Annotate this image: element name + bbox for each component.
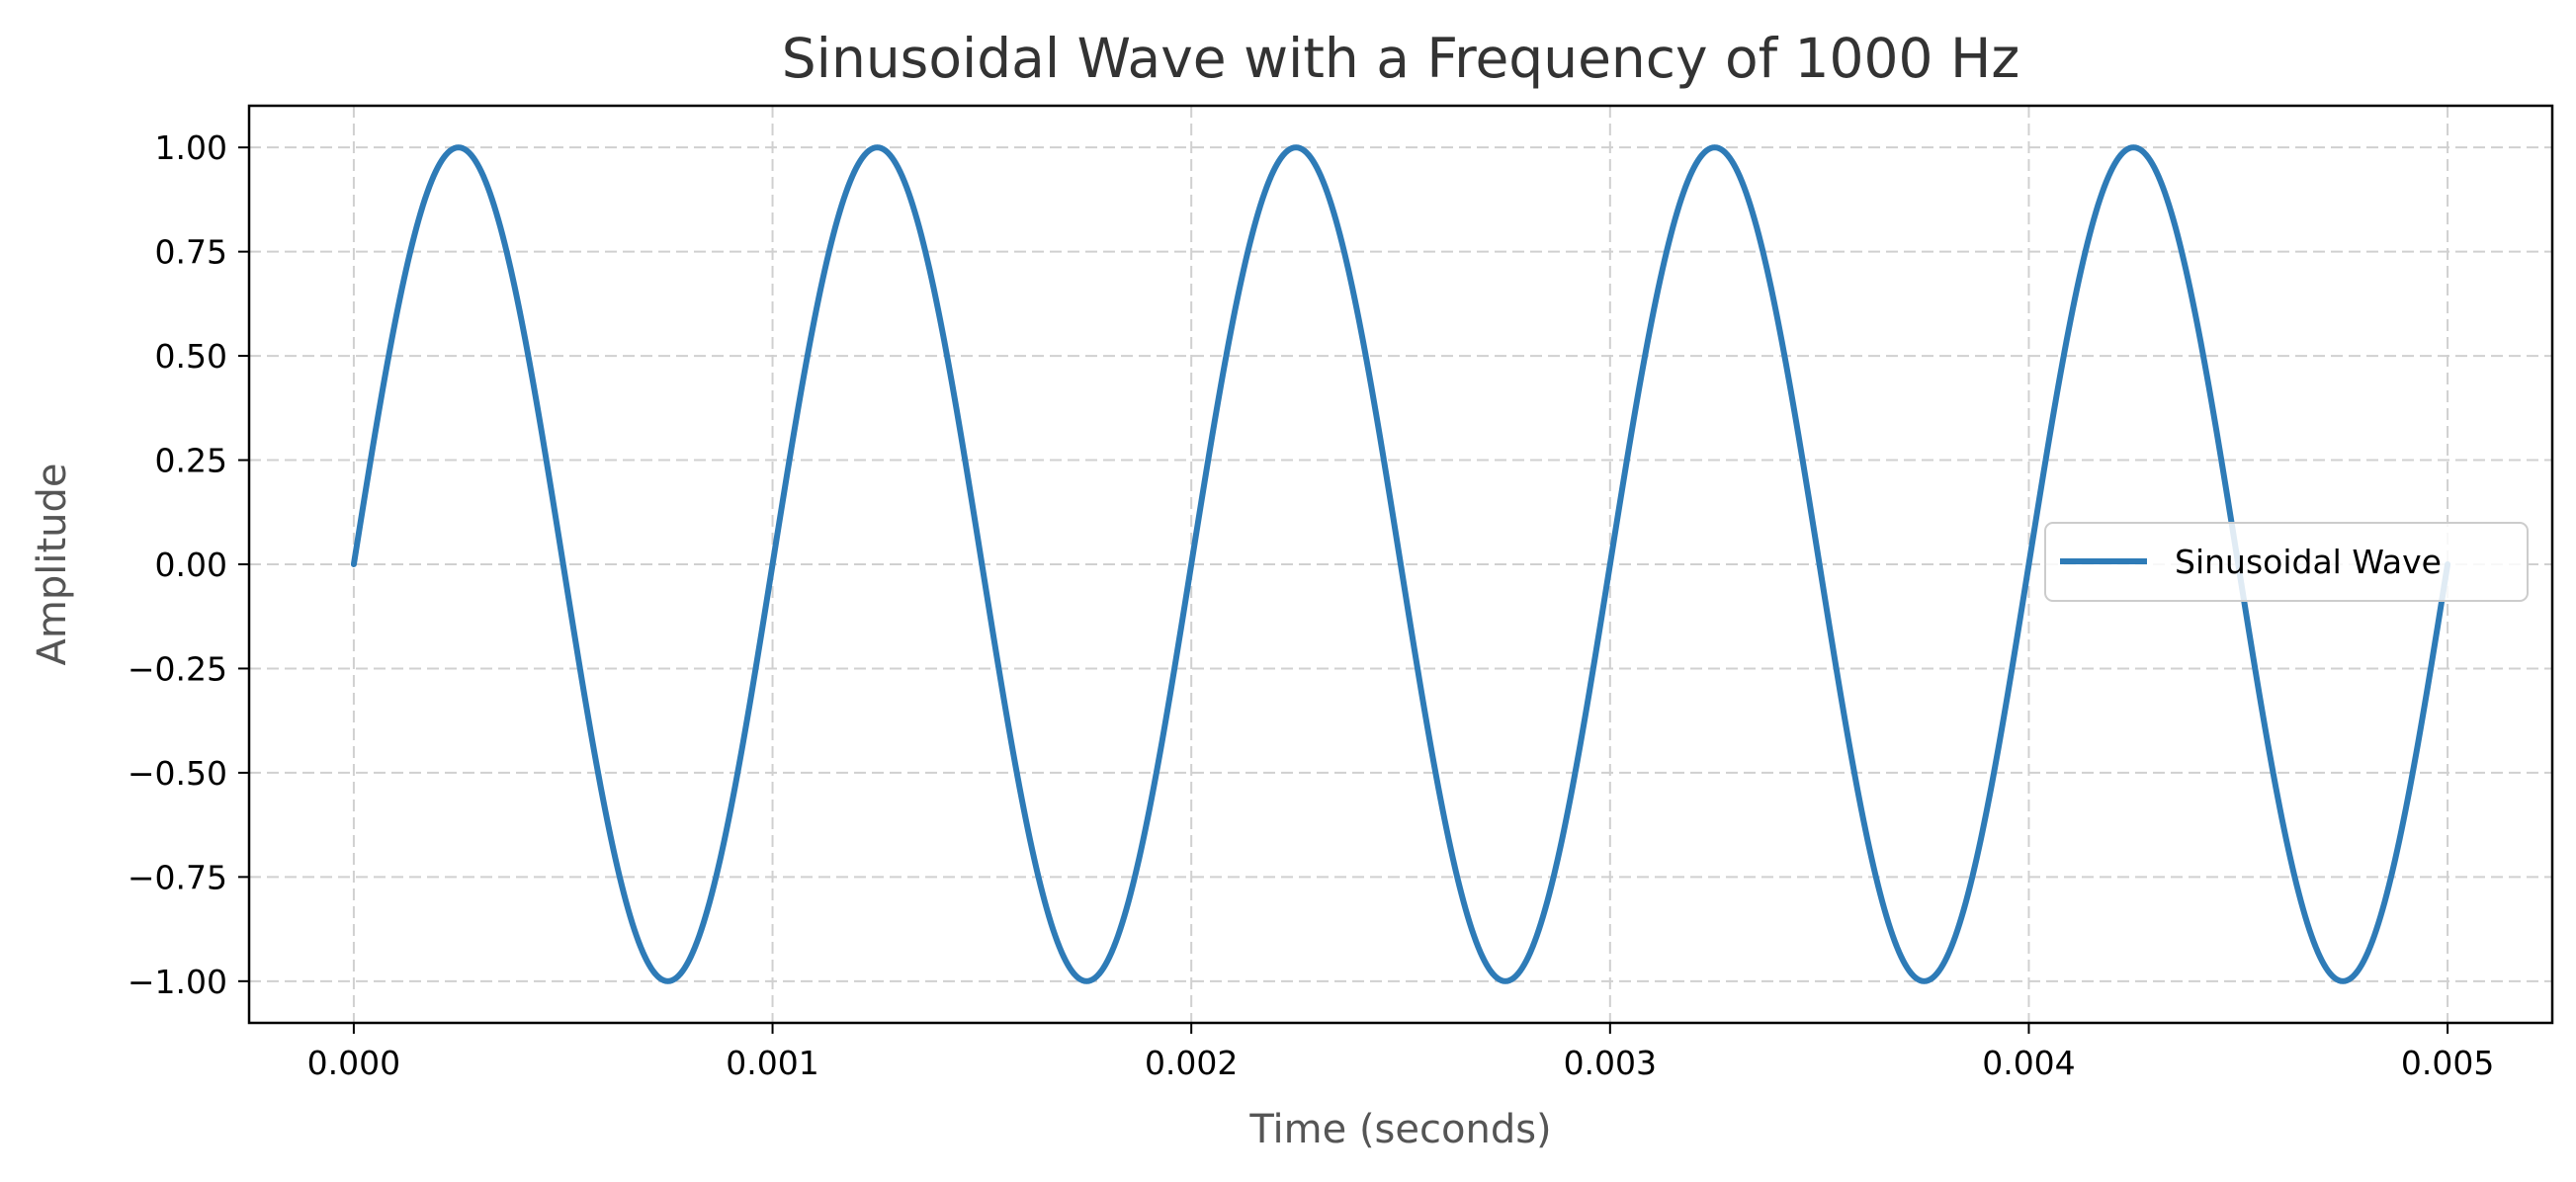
y-tick-label: 0.25 bbox=[155, 442, 227, 480]
axis-ticks: 0.000 0.001 0.002 0.003 0.004 0.005 1.00 0.75 0.… bbox=[128, 128, 2494, 1082]
x-tick-label: 0.000 bbox=[307, 1044, 400, 1082]
y-tick-label: 0.50 bbox=[155, 337, 227, 376]
y-tick-label: −0.25 bbox=[128, 649, 227, 688]
y-tick-label: −0.50 bbox=[128, 754, 227, 793]
x-axis-label: Time (seconds) bbox=[1248, 1107, 1551, 1152]
chart-title: Sinusoidal Wave with a Frequency of 1000… bbox=[782, 27, 2019, 90]
x-tick-label: 0.002 bbox=[1145, 1044, 1238, 1082]
y-tick-label: −1.00 bbox=[128, 963, 227, 1001]
y-axis-label: Amplitude bbox=[30, 464, 75, 666]
y-tick-label: 0.00 bbox=[155, 546, 227, 584]
legend-label: Sinusoidal Wave bbox=[2175, 543, 2442, 581]
legend-box bbox=[2044, 522, 2529, 602]
grid bbox=[249, 106, 2552, 1023]
x-tick-label: 0.001 bbox=[726, 1044, 818, 1082]
y-tick-label: 1.00 bbox=[155, 128, 227, 167]
legend: Sinusoidal Wave bbox=[2044, 522, 2529, 602]
series-line bbox=[350, 144, 2451, 984]
y-tick-label: 0.75 bbox=[155, 233, 227, 272]
x-tick-label: 0.004 bbox=[1982, 1044, 2075, 1082]
y-tick-label: −0.75 bbox=[128, 858, 227, 896]
series-layer bbox=[350, 144, 2451, 984]
x-tick-label: 0.005 bbox=[2401, 1044, 2494, 1082]
x-tick-label: 0.003 bbox=[1564, 1044, 1657, 1082]
